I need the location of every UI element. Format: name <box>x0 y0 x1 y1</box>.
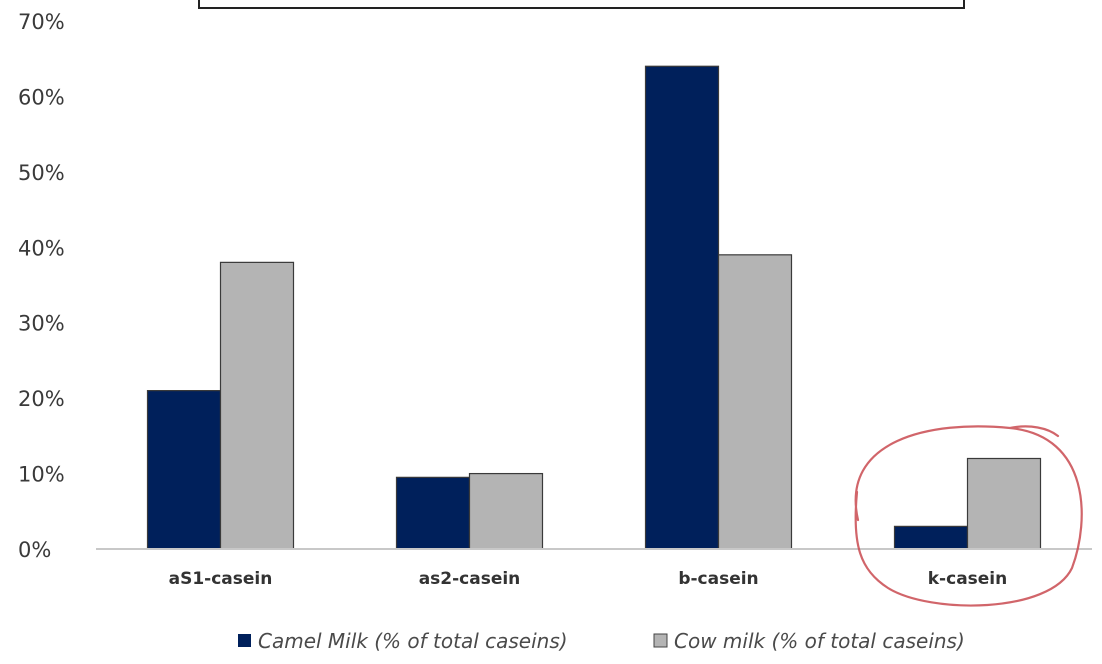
bar-cow <box>717 254 793 550</box>
y-tick-label: 70% <box>18 10 65 34</box>
y-tick-label: 50% <box>18 161 65 185</box>
bar-camel <box>395 476 471 550</box>
legend: Camel Milk (% of total caseins) Cow milk… <box>238 629 965 653</box>
category-label: as2-casein <box>419 569 521 589</box>
category-label: b-casein <box>678 569 758 589</box>
highlight-circle <box>854 425 1083 607</box>
legend-label-cow: Cow milk (% of total caseins) <box>674 629 965 653</box>
y-tick-label: 10% <box>18 463 65 487</box>
y-tick-label: 0% <box>18 538 51 562</box>
bar-cow <box>219 261 295 550</box>
bar-cow <box>966 457 1042 550</box>
bar-camel <box>644 65 720 550</box>
category-label: k-casein <box>928 569 1008 589</box>
legend-swatch-cow <box>653 633 668 648</box>
bar-camel <box>146 390 222 550</box>
y-tick-label: 60% <box>18 85 65 109</box>
legend-swatch-camel <box>238 634 251 647</box>
title-box-frame <box>198 0 965 9</box>
y-tick-label: 30% <box>18 312 65 336</box>
legend-label-camel: Camel Milk (% of total caseins) <box>258 629 568 653</box>
y-tick-label: 20% <box>18 387 65 411</box>
y-axis-ticks: 0% 10% 20% 30% 40% 50% 60% 70% <box>18 10 65 562</box>
bar-cow <box>468 472 544 550</box>
y-tick-label: 40% <box>18 236 65 260</box>
bars <box>146 65 1042 550</box>
category-label: aS1-casein <box>169 569 273 589</box>
bar-camel <box>893 525 969 550</box>
category-labels: aS1-casein as2-casein b-casein k-casein <box>169 569 1008 589</box>
